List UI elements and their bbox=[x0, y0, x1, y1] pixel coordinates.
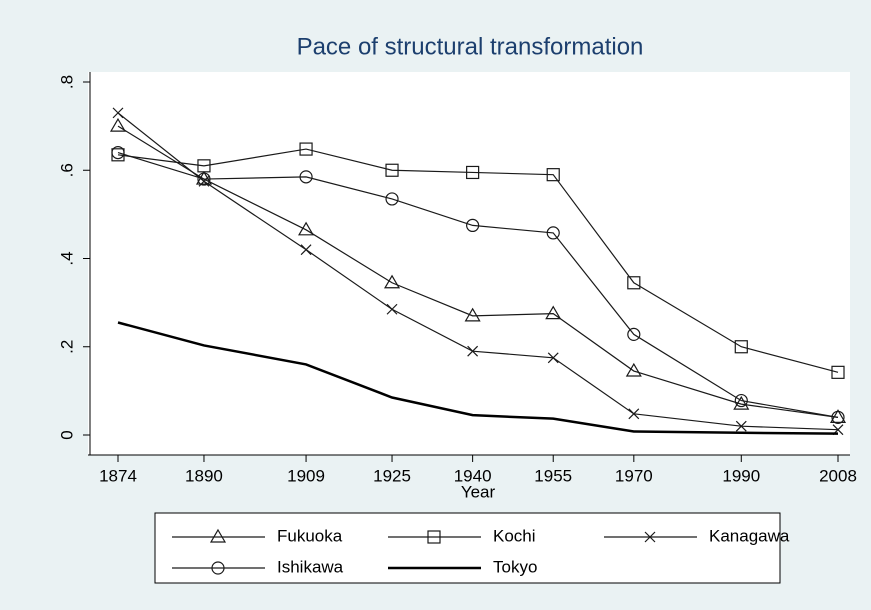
legend-label: Ishikawa bbox=[277, 557, 344, 576]
marker bbox=[383, 274, 401, 289]
legend bbox=[154, 512, 781, 584]
marker bbox=[466, 218, 480, 233]
x-tick-label: 1970 bbox=[615, 466, 653, 485]
marker bbox=[197, 159, 211, 173]
marker bbox=[299, 170, 313, 184]
marker bbox=[386, 303, 398, 315]
marker bbox=[735, 420, 747, 432]
marker bbox=[385, 192, 399, 206]
marker bbox=[644, 531, 656, 543]
series-line bbox=[117, 152, 839, 418]
x-tick-label: 1890 bbox=[185, 466, 223, 485]
marker bbox=[427, 530, 441, 544]
marker bbox=[112, 107, 124, 119]
x-axis-title: Year bbox=[461, 482, 496, 501]
series-line bbox=[117, 148, 839, 373]
y-tick-label: .8 bbox=[57, 75, 76, 89]
marker bbox=[209, 528, 227, 543]
series-line bbox=[117, 321, 839, 435]
x-tick-label: 1990 bbox=[722, 466, 760, 485]
legend-label: Tokyo bbox=[493, 557, 537, 576]
marker bbox=[300, 244, 312, 256]
marker bbox=[467, 345, 479, 357]
marker bbox=[831, 365, 845, 379]
x-tick-label: 1909 bbox=[287, 466, 325, 485]
x-tick-label: 1940 bbox=[454, 466, 492, 485]
marker bbox=[466, 165, 480, 180]
marker bbox=[298, 221, 315, 236]
marker bbox=[627, 276, 641, 290]
marker bbox=[464, 307, 481, 322]
marker bbox=[628, 408, 640, 420]
marker bbox=[547, 352, 559, 364]
series-line bbox=[117, 125, 839, 418]
marker bbox=[545, 305, 562, 320]
legend-label: Kanagawa bbox=[709, 526, 790, 545]
marker bbox=[299, 142, 313, 156]
marker bbox=[197, 172, 211, 186]
marker bbox=[625, 362, 642, 377]
marker bbox=[109, 117, 127, 132]
legend-label: Fukuoka bbox=[277, 526, 343, 545]
y-tick-label: 0 bbox=[57, 430, 76, 439]
marker bbox=[111, 146, 125, 160]
chart-title: Pace of structural transformation bbox=[297, 33, 644, 60]
y-tick-label: .4 bbox=[57, 251, 76, 265]
marker bbox=[734, 393, 748, 408]
x-tick-label: 1925 bbox=[373, 466, 411, 485]
legend-label: Kochi bbox=[493, 526, 536, 545]
marker bbox=[831, 410, 845, 424]
marker bbox=[546, 226, 560, 240]
marker bbox=[734, 340, 748, 354]
x-tick-label: 2008 bbox=[819, 466, 857, 485]
y-tick-label: .6 bbox=[57, 163, 76, 177]
marker bbox=[627, 327, 641, 341]
x-tick-label: 1874 bbox=[99, 466, 137, 485]
marker bbox=[546, 168, 560, 182]
marker bbox=[385, 163, 399, 177]
marker bbox=[211, 561, 225, 575]
y-tick-label: .2 bbox=[57, 340, 76, 354]
marker bbox=[733, 395, 750, 410]
x-tick-label: 1955 bbox=[534, 466, 572, 485]
plot-area bbox=[88, 72, 850, 455]
